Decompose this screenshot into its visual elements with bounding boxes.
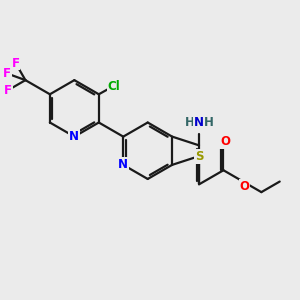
Text: N: N — [194, 116, 204, 129]
Text: N: N — [118, 158, 128, 171]
Text: O: O — [239, 180, 250, 194]
Text: Cl: Cl — [108, 80, 120, 93]
Text: N: N — [69, 130, 79, 143]
Text: F: F — [12, 56, 20, 70]
Text: F: F — [4, 83, 12, 97]
Text: H: H — [184, 116, 194, 129]
Text: F: F — [3, 67, 11, 80]
Text: O: O — [220, 135, 230, 148]
Text: S: S — [195, 150, 203, 163]
Text: H: H — [204, 116, 214, 129]
